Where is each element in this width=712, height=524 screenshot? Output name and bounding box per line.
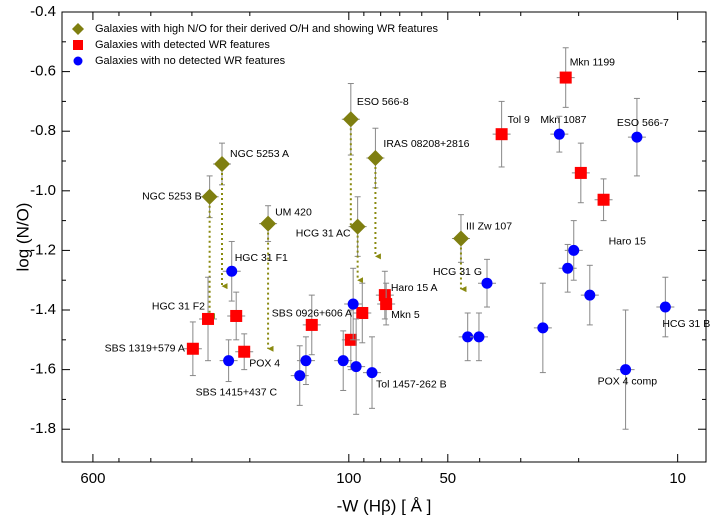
data-point [380, 298, 393, 311]
point-label: III Zw 107 [466, 220, 512, 232]
legend-label: Galaxies with detected WR features [95, 39, 270, 51]
point-label: ESO 566-7 [617, 117, 669, 129]
data-point [347, 298, 359, 310]
y-tick-label: -1.4 [30, 301, 56, 318]
point-label: Tol 1457-262 B [376, 378, 447, 390]
point-label: SBS 1319+579 A [105, 343, 185, 355]
data-point [631, 131, 643, 143]
x-tick-label: 600 [80, 470, 105, 487]
legend-marker [73, 40, 83, 50]
data-point [230, 309, 243, 322]
y-tick-label: -0.4 [30, 3, 56, 20]
x-tick-label: 100 [336, 470, 361, 487]
x-tick-label: 50 [439, 470, 456, 487]
data-point [350, 361, 362, 373]
x-tick-label: 10 [669, 470, 686, 487]
y-tick-label: -1.2 [30, 241, 56, 258]
point-label: HCG 31 G [433, 266, 482, 278]
data-point [574, 166, 587, 179]
y-tick-label: -1.6 [30, 361, 56, 378]
point-label: SBS 0926+606 A [272, 308, 352, 320]
data-point [537, 322, 549, 334]
data-point [214, 155, 231, 172]
data-point [366, 367, 378, 379]
y-axis-label: log (N/O) [13, 203, 32, 272]
data-point [473, 331, 485, 343]
data-point [337, 355, 349, 367]
y-tick-label: -0.8 [30, 122, 56, 139]
legend-marker [73, 56, 83, 66]
data-point [562, 262, 574, 274]
point-label: NGC 5253 B [142, 191, 202, 203]
data-point [186, 342, 199, 355]
data-point [367, 150, 384, 167]
point-label: IRAS 08208+2816 [383, 138, 469, 150]
legend-marker [72, 23, 84, 35]
point-label: ESO 566-8 [357, 96, 409, 108]
data-point [223, 355, 235, 367]
point-label: Haro 15 [609, 236, 647, 248]
y-tick-label: -0.6 [30, 63, 56, 80]
y-tick-label: -1.0 [30, 182, 56, 199]
point-label: UM 420 [275, 206, 312, 218]
data-point [452, 230, 469, 247]
point-label: HGC 31 F1 [235, 252, 288, 264]
y-tick-label: -1.8 [30, 420, 56, 437]
point-label: POX 4 [249, 358, 280, 370]
data-point [620, 364, 632, 376]
point-label: Mkn 5 [391, 309, 420, 321]
data-point [305, 318, 318, 331]
point-label: HCG 31 AC [296, 227, 351, 239]
point-label: HGC 31 F2 [152, 301, 205, 313]
data-point [300, 355, 312, 367]
data-point [202, 312, 215, 325]
data-point [201, 188, 218, 205]
data-point [342, 111, 359, 128]
point-label: POX 4 comp [598, 375, 658, 387]
point-label: SBS 1415+437 C [196, 386, 278, 398]
legend-label: Galaxies with high N/O for their derived… [95, 23, 438, 35]
point-label: Mkn 1087 [540, 114, 586, 126]
point-label: Tol 9 [508, 114, 530, 126]
data-point [495, 128, 508, 141]
data-point [226, 265, 238, 277]
data-point [481, 277, 493, 289]
plot-frame [61, 11, 707, 463]
data-point [238, 345, 251, 358]
point-label: Mkn 1199 [570, 56, 615, 68]
data-point [349, 218, 366, 235]
data-point [584, 289, 596, 301]
x-axis-label: -W (Hβ) [ Å ] [337, 496, 432, 515]
point-label: Haro 15 A [391, 282, 438, 294]
data-point [568, 244, 580, 256]
point-label: HCG 31 B [662, 318, 710, 330]
data-point [659, 301, 671, 313]
data-point [559, 71, 572, 84]
data-point [553, 128, 565, 140]
data-point [462, 331, 474, 343]
point-label: NGC 5253 A [230, 148, 289, 160]
data-point [597, 193, 610, 206]
data-point [260, 215, 277, 232]
legend-label: Galaxies with no detected WR features [95, 55, 286, 67]
data-point [356, 306, 369, 319]
data-point [294, 370, 306, 382]
